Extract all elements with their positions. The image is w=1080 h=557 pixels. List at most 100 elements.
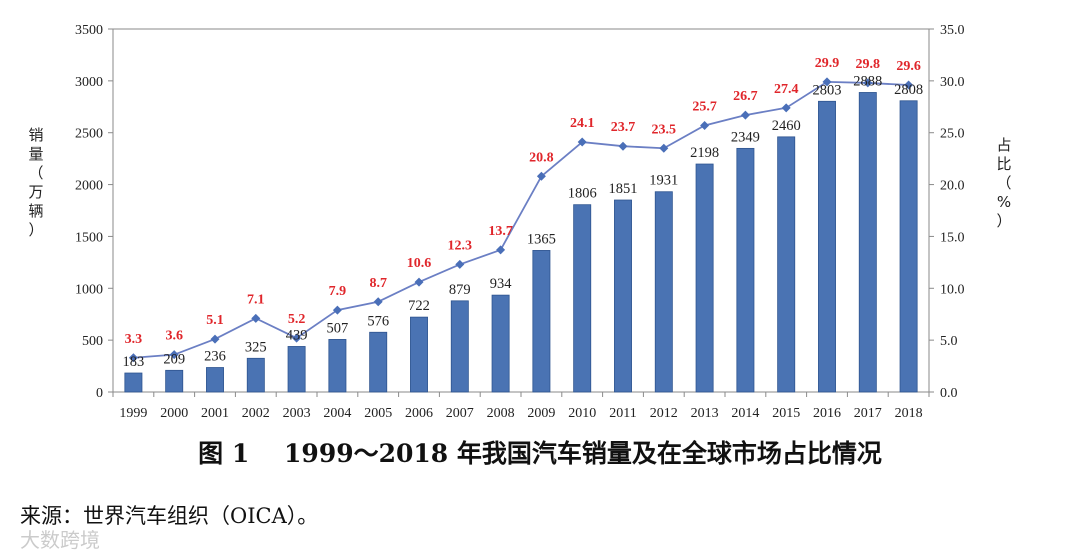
share-marker — [496, 245, 506, 255]
share-marker — [659, 143, 669, 153]
share-marker — [822, 77, 832, 87]
share-marker — [292, 333, 302, 343]
sales-bar — [777, 136, 796, 393]
sales-bar — [818, 100, 836, 393]
share-marker — [414, 277, 424, 287]
bar-value-label: 2349 — [731, 129, 760, 145]
left-tick-label: 3000 — [75, 75, 103, 90]
sales-bars — [124, 92, 918, 393]
right-tick-label: 30.0 — [940, 75, 965, 90]
bar-value-label: 2888 — [853, 73, 882, 89]
bar-value-label: 507 — [327, 320, 349, 336]
x-tick-label: 2006 — [405, 406, 433, 421]
sales-bar — [573, 204, 592, 393]
share-value-label: 29.9 — [815, 56, 840, 71]
x-tick-label: 2007 — [446, 406, 474, 421]
bar-value-label: 934 — [490, 276, 513, 292]
share-marker — [863, 78, 873, 88]
left-tick-label: 0 — [96, 386, 103, 401]
share-marker — [904, 80, 914, 90]
share-value-label: 25.7 — [692, 99, 717, 114]
share-value-label: 23.7 — [611, 120, 636, 135]
right-y-axis: 0.0 5.0 10.0 15.0 20.0 25.0 30.0 35.0 — [929, 23, 965, 401]
share-marker — [373, 297, 383, 307]
share-value-label: 7.9 — [329, 284, 347, 299]
bar-value-label: 2803 — [813, 82, 842, 98]
left-tick-label: 1500 — [75, 230, 103, 245]
share-value-label: 26.7 — [733, 89, 758, 104]
share-line-path — [133, 80, 909, 359]
share-marker — [781, 103, 791, 113]
bar-value-label: 325 — [245, 339, 267, 355]
sales-bar — [328, 339, 347, 393]
sales-bar — [246, 357, 265, 393]
data-labels: 183 209 236 325 439 507 576 722 879 934 1365 1806 18… — [123, 56, 924, 370]
x-tick-label: 2015 — [772, 406, 800, 421]
share-value-label: 29.8 — [856, 57, 881, 72]
sales-bar — [654, 191, 673, 393]
bar-value-label: 2198 — [690, 145, 719, 161]
x-tick-label: 2003 — [283, 406, 311, 421]
share-value-label: 27.4 — [774, 82, 799, 97]
share-marker — [700, 120, 710, 130]
left-y-axis: 0 500 1000 1500 2000 2500 3000 3500 — [75, 23, 113, 401]
share-value-label: 24.1 — [570, 116, 595, 131]
sales-bar — [206, 367, 224, 393]
watermark-text: 大数跨境 — [20, 528, 100, 552]
share-value-label: 10.6 — [407, 256, 432, 271]
bar-value-label: 183 — [123, 354, 145, 370]
share-marker — [455, 259, 465, 269]
figure-caption: 图 1 1999～2018 年我国汽车销量及在全球市场占比情况 — [198, 439, 882, 468]
x-tick-label: 1999 — [119, 406, 147, 421]
x-tick-label: 2004 — [323, 406, 351, 421]
bar-value-label: 2808 — [894, 82, 923, 98]
left-tick-label: 2000 — [75, 179, 103, 194]
sales-bar — [736, 147, 755, 393]
share-value-label: 13.7 — [488, 224, 513, 239]
bar-value-label: 879 — [449, 282, 471, 298]
left-tick-label: 500 — [82, 334, 103, 349]
share-value-label: 23.5 — [652, 122, 677, 137]
x-tick-label: 2013 — [691, 406, 719, 421]
x-tick-label: 2012 — [650, 406, 678, 421]
sales-bar — [369, 331, 388, 393]
right-tick-label: 20.0 — [940, 179, 965, 194]
share-value-label: 12.3 — [448, 238, 473, 253]
share-value-label: 20.8 — [529, 150, 554, 165]
sales-bar — [165, 369, 184, 393]
x-tick-label: 2005 — [364, 406, 392, 421]
bar-value-label: 722 — [408, 298, 430, 314]
x-tick-label: 2002 — [242, 406, 270, 421]
left-tick-label: 1000 — [75, 282, 103, 297]
right-tick-label: 15.0 — [940, 230, 965, 245]
bar-value-label: 1365 — [527, 231, 556, 247]
share-marker — [210, 334, 220, 344]
left-tick-label: 2500 — [75, 127, 103, 142]
x-tick-label: 2010 — [568, 406, 596, 421]
bar-value-label: 439 — [286, 327, 308, 343]
share-value-label: 8.7 — [369, 276, 387, 291]
bar-value-label: 1851 — [609, 181, 638, 197]
x-tick-label: 2011 — [609, 406, 636, 421]
sales-bar — [899, 100, 918, 393]
share-value-label: 7.1 — [247, 292, 265, 307]
sales-bar — [532, 250, 551, 393]
x-tick-label: 2017 — [854, 406, 882, 421]
share-line — [128, 77, 914, 363]
sales-bar — [614, 199, 632, 393]
sales-bar — [410, 316, 428, 393]
bar-value-label: 236 — [204, 349, 226, 365]
share-value-label: 29.6 — [896, 59, 921, 74]
x-tick-label: 2008 — [487, 406, 515, 421]
x-tick-label: 2014 — [731, 406, 759, 421]
share-marker — [251, 313, 261, 323]
share-value-label: 5.2 — [288, 312, 306, 327]
share-value-label: 3.6 — [165, 329, 183, 344]
sales-bar — [491, 294, 510, 393]
right-tick-label: 25.0 — [940, 127, 965, 142]
right-tick-label: 5.0 — [940, 334, 958, 349]
bar-value-label: 1931 — [649, 173, 678, 189]
share-marker — [740, 110, 750, 120]
axis-titles: 销量（万辆） 占比（%） — [28, 126, 1011, 239]
sales-bar — [858, 92, 877, 393]
